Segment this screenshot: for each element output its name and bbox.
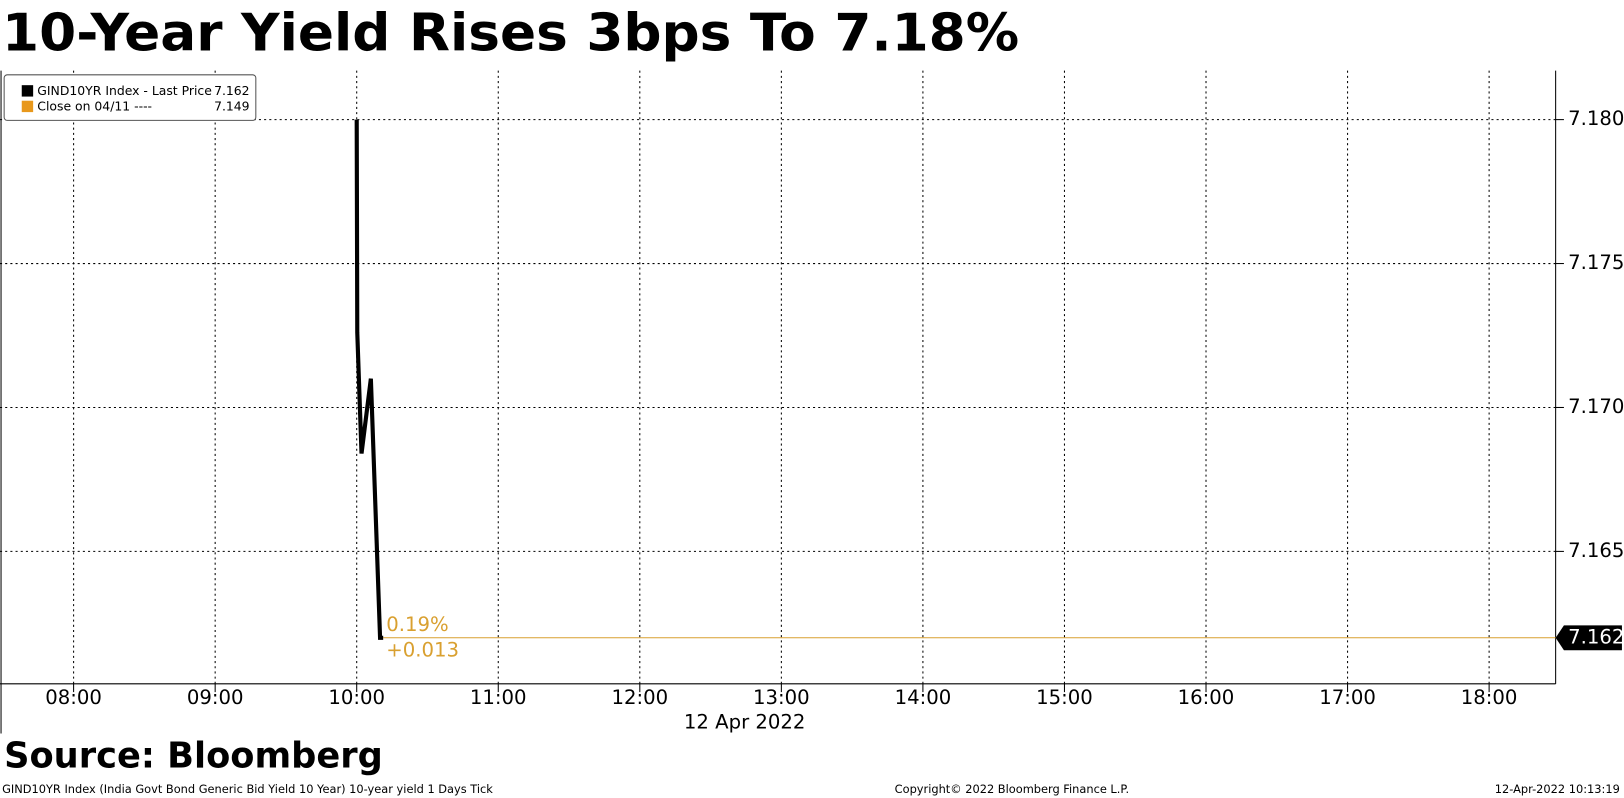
- x-axis-label: 12 Apr 2022: [684, 711, 806, 734]
- x-tick-label: 09:00: [187, 686, 244, 709]
- legend-box: [3, 74, 257, 121]
- footer-left: GIND10YR Index (India Govt Bond Generic …: [2, 782, 493, 796]
- legend-label: Close on 04/11 ----: [37, 98, 152, 113]
- x-tick-label: 10:00: [328, 686, 385, 709]
- x-tick-label: 11:00: [470, 686, 527, 709]
- annotation: 0.19%: [386, 613, 448, 636]
- legend-swatch: [21, 100, 34, 113]
- source: Source: Bloomberg: [4, 735, 383, 776]
- x-tick-label: 13:00: [753, 686, 810, 709]
- y-tick-label: 7.170: [1568, 395, 1624, 418]
- x-tick-label: 14:00: [895, 686, 952, 709]
- price-line: [354, 119, 384, 640]
- x-tick-label: 17:00: [1319, 686, 1376, 709]
- footer-center: Copyright© 2022 Bloomberg Finance L.P.: [895, 782, 1129, 796]
- x-tick-label: 16:00: [1178, 686, 1235, 709]
- footer-right: 12-Apr-2022 10:13:19: [1495, 782, 1620, 796]
- legend-label: GIND10YR Index - Last Price: [37, 83, 212, 98]
- last-price-box: [1555, 625, 1622, 651]
- y-tick-label: 7.180: [1568, 107, 1624, 130]
- legend-value: 7.149: [214, 98, 250, 113]
- x-tick-label: 08:00: [45, 686, 102, 709]
- y-tick-label: 7.165: [1568, 539, 1624, 562]
- last-price-label: 7.162: [1568, 625, 1624, 648]
- y-tick-label: 7.175: [1568, 251, 1624, 274]
- legend-swatch: [21, 85, 34, 97]
- chart-title: 10-Year Yield Rises 3bps To 7.18%: [2, 4, 1019, 64]
- x-tick-label: 12:00: [611, 686, 668, 709]
- legend-value: 7.162: [214, 83, 250, 98]
- annotation: +0.013: [386, 639, 459, 662]
- x-tick-label: 15:00: [1036, 686, 1093, 709]
- x-tick-label: 18:00: [1461, 686, 1518, 709]
